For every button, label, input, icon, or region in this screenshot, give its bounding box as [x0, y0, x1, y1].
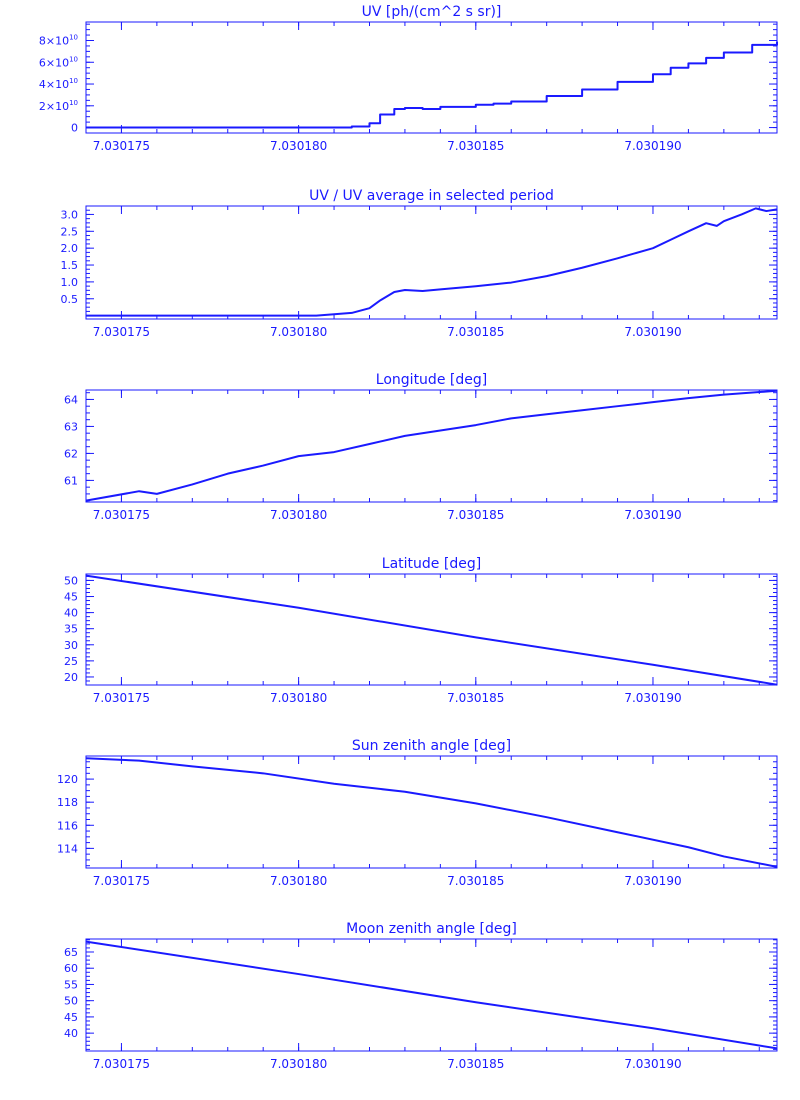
y-tick-label: 40	[64, 1027, 78, 1040]
x-tick-label: 7.030190	[624, 1057, 681, 1071]
chart-title: Moon zenith angle [deg]	[346, 921, 517, 937]
chart-title: UV / UV average in selected period	[309, 188, 554, 204]
x-tick-label: 7.030175	[93, 508, 150, 522]
chart-title: Sun zenith angle [deg]	[352, 738, 511, 754]
y-tick-label: 2.0	[61, 242, 79, 255]
x-tick-label: 7.030180	[270, 139, 327, 153]
x-tick-label: 7.030180	[270, 691, 327, 705]
y-tick-label: 2.5	[61, 225, 79, 238]
series-line-1	[85, 940, 778, 1050]
chart-panel-4: Latitude [deg] 7.030175 7.030180 7.030185 7.…	[64, 556, 778, 705]
y-tick-label: 64	[64, 393, 78, 406]
y-tick-label: 60	[64, 962, 78, 975]
y-tick-label: 1.5	[61, 259, 79, 272]
plot-frame	[85, 21, 778, 134]
y-tick-label: 0.5	[61, 293, 79, 306]
chart-title: UV [ph/(cm^2 s sr)]	[362, 4, 502, 20]
series-line-1	[85, 757, 778, 868]
x-tick-label: 7.030175	[93, 874, 150, 888]
x-tick-label: 7.030190	[624, 508, 681, 522]
y-tick-label: 4×1010	[39, 77, 78, 91]
chart-panel-5: Sun zenith angle [deg] 7.030175 7.030180 7.…	[57, 738, 778, 888]
plot-frame	[85, 755, 778, 869]
y-tick-mantissa: 6×10	[39, 56, 69, 69]
x-tick-label: 7.030185	[447, 508, 504, 522]
chart-title: Latitude [deg]	[382, 556, 481, 572]
y-tick-label: 35	[64, 623, 78, 636]
x-tick-label: 7.030185	[447, 325, 504, 339]
plot-frame	[85, 389, 778, 503]
y-tick-exponent: 10	[69, 99, 78, 107]
x-tick-label: 7.030180	[270, 1057, 327, 1071]
y-tick-label: 55	[64, 978, 78, 991]
x-tick-label: 7.030175	[93, 325, 150, 339]
y-tick-label: 1.0	[61, 276, 79, 289]
y-tick-label: 20	[64, 671, 78, 684]
chart-panel-3: Longitude [deg] 7.030175 7.030180 7.030185 7…	[64, 372, 778, 522]
y-tick-label: 6×1010	[39, 55, 78, 69]
plot-frame	[85, 938, 778, 1052]
x-tick-label: 7.030175	[93, 691, 150, 705]
y-tick-label: 63	[64, 420, 78, 433]
x-tick-label: 7.030180	[270, 508, 327, 522]
y-tick-exponent: 10	[69, 55, 78, 63]
y-tick-mantissa: 2×10	[39, 100, 69, 113]
y-tick-label: 62	[64, 447, 78, 460]
y-tick-exponent: 10	[69, 77, 78, 85]
y-tick-label: 114	[57, 842, 78, 855]
x-tick-label: 7.030185	[447, 691, 504, 705]
y-tick-label: 40	[64, 607, 78, 620]
y-tick-label: 50	[64, 995, 78, 1008]
y-tick-label: 116	[57, 819, 78, 832]
y-tick-mantissa: 0	[71, 122, 78, 135]
x-tick-label: 7.030190	[624, 139, 681, 153]
y-tick-label: 50	[64, 574, 78, 587]
plot-frame	[85, 573, 778, 686]
x-tick-label: 7.030185	[447, 139, 504, 153]
series-line-1	[86, 41, 778, 129]
y-tick-mantissa: 8×10	[39, 35, 69, 48]
x-tick-label: 7.030185	[447, 874, 504, 888]
y-tick-label: 8×1010	[39, 34, 78, 48]
series-line-1	[85, 574, 778, 686]
chart-panel-1: UV [ph/(cm^2 s sr)] 7.030175 7.030180 7.030…	[39, 4, 778, 153]
series-line-1	[85, 389, 778, 502]
y-tick-label: 30	[64, 639, 78, 652]
x-tick-label: 7.030190	[624, 874, 681, 888]
x-tick-label: 7.030190	[624, 325, 681, 339]
y-tick-label: 45	[64, 591, 78, 604]
y-tick-label: 3.0	[61, 208, 79, 221]
x-tick-label: 7.030175	[93, 1057, 150, 1071]
y-tick-label: 2×1010	[39, 99, 78, 113]
y-tick-label: 118	[57, 796, 78, 809]
chart-title: Longitude [deg]	[376, 372, 487, 388]
y-tick-mantissa: 4×10	[39, 78, 69, 91]
x-tick-label: 7.030180	[270, 325, 327, 339]
y-tick-label: 25	[64, 655, 78, 668]
y-tick-label: 120	[57, 773, 78, 786]
x-tick-label: 7.030190	[624, 691, 681, 705]
x-tick-label: 7.030180	[270, 874, 327, 888]
chart-panel-6: Moon zenith angle [deg] 7.030175 7.030180 7…	[64, 921, 778, 1071]
y-tick-label: 61	[64, 474, 78, 487]
plot-frame	[85, 205, 778, 320]
series-line-1	[86, 207, 778, 317]
y-tick-label: 0	[71, 122, 78, 135]
y-tick-exponent: 10	[69, 34, 78, 42]
x-tick-label: 7.030175	[93, 139, 150, 153]
chart-panel-2: UV / UV average in selected period 7.0301…	[61, 188, 778, 339]
y-tick-label: 65	[64, 946, 78, 959]
y-tick-label: 45	[64, 1011, 78, 1024]
x-tick-label: 7.030185	[447, 1057, 504, 1071]
